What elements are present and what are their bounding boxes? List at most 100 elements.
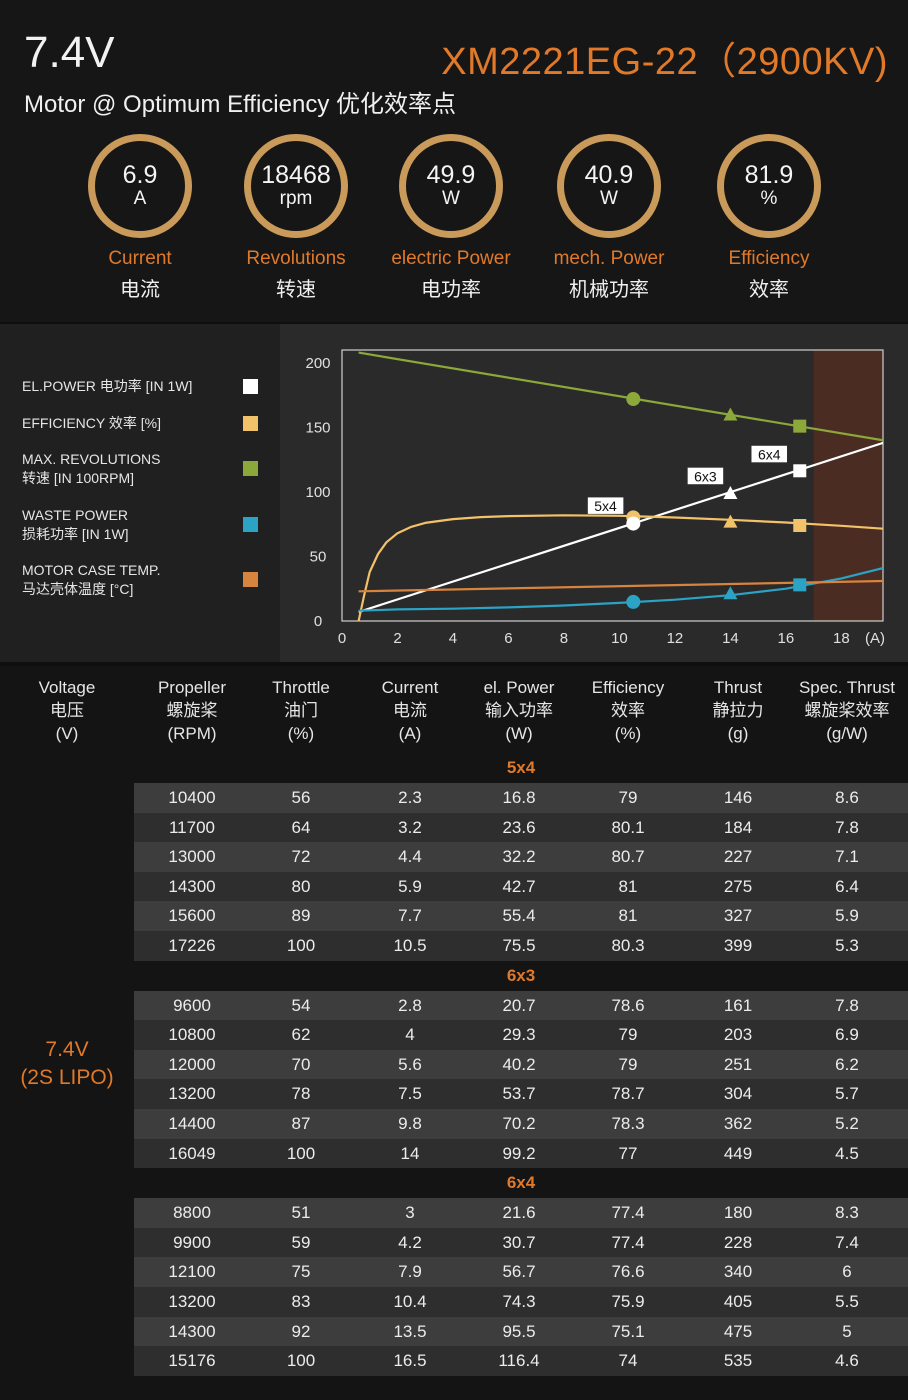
propeller-group-header: 6x4 — [134, 1168, 908, 1199]
column-header-unit: (V) — [55, 724, 79, 743]
table-cell: 116.4 — [498, 1351, 540, 1371]
column-header-cn: 电压 — [50, 701, 84, 720]
table-cell: 405 — [723, 1292, 753, 1311]
table-cell: 54 — [291, 995, 311, 1015]
table-cell: 7.8 — [835, 995, 859, 1015]
table-cell: 327 — [723, 906, 753, 926]
column-header-cn: 输入功率 — [485, 701, 553, 720]
marker-label-text: 6x4 — [758, 447, 781, 463]
table-cell: 5.2 — [835, 1114, 859, 1133]
table-cell: 227 — [723, 847, 753, 867]
table-cell: 14400 — [168, 1114, 216, 1133]
table-cell: 146 — [723, 788, 753, 807]
table-row: 8800 51 3 21.6 77.4 180 8.3 — [134, 1198, 908, 1228]
table-cell: 5 — [842, 1321, 852, 1341]
legend-label: EFFICIENCY 效率 [%] — [22, 415, 161, 431]
table-cell: 55.4 — [502, 906, 536, 926]
table-cell: 8.3 — [835, 1203, 859, 1223]
table-cell: 5.3 — [835, 936, 859, 955]
table-cell: 75.5 — [502, 936, 536, 955]
x-tick-label: 10 — [611, 630, 628, 647]
table-row: 17226 100 10.5 75.5 80.3 399 5.3 — [134, 931, 908, 961]
table-cell: 10800 — [168, 1025, 216, 1045]
table-cell: 80.7 — [611, 847, 645, 867]
chart-section: EL.POWER 电功率 [IN 1W] EFFICIENCY 效率 [%] M… — [0, 324, 908, 662]
metric-unit: W — [442, 188, 460, 209]
table-row: 13000 72 4.4 32.2 80.7 227 7.1 — [134, 842, 908, 872]
metric-label-cn: 效率 — [749, 279, 789, 301]
table-cell: 29.3 — [502, 1025, 536, 1045]
table-cell: 56 — [291, 788, 311, 807]
table-row: 9900 59 4.2 30.7 77.4 228 7.4 — [134, 1227, 908, 1258]
table-cell: 6.2 — [835, 1054, 859, 1074]
table-cell: 14300 — [168, 876, 216, 896]
table-cell: 7.5 — [398, 1084, 422, 1104]
column-header-unit: (RPM) — [167, 724, 217, 743]
column-header-cn: 电流 — [393, 701, 427, 720]
marker-5x4-waste_power — [626, 594, 641, 609]
column-header-unit: (%) — [614, 724, 642, 743]
marker-label-text: 6x3 — [694, 468, 717, 484]
x-tick-label: 16 — [778, 630, 795, 647]
metric-label-cn: 转速 — [276, 279, 316, 301]
table-cell: 62 — [291, 1025, 311, 1045]
table-cell: 399 — [723, 936, 753, 955]
table-cell: 449 — [723, 1143, 753, 1163]
table-cell: 11700 — [168, 817, 215, 837]
x-tick-label: 18 — [833, 630, 850, 647]
column-header-en: Current — [381, 678, 439, 697]
metric-unit: A — [133, 188, 147, 209]
metric-label-en: mech. Power — [553, 248, 665, 269]
table-cell: 16.5 — [393, 1351, 427, 1371]
table-row: 16049 100 14 99.2 77 449 4.5 — [134, 1138, 908, 1169]
table-cell: 32.2 — [502, 847, 536, 867]
table-row: 12100 75 7.9 56.7 76.6 340 6 — [134, 1257, 908, 1287]
subtitle: Motor @ Optimum Efficiency 优化效率点 — [24, 91, 456, 118]
table-row: 15600 89 7.7 55.4 81 327 5.9 — [134, 901, 908, 931]
table-cell: 9600 — [173, 995, 211, 1015]
table-cell: 42.7 — [502, 876, 536, 896]
table-cell: 78.7 — [611, 1084, 645, 1104]
table-cell: 77 — [618, 1143, 638, 1163]
table-cell: 16049 — [168, 1143, 216, 1163]
table-row: 12000 70 5.6 40.2 79 251 6.2 — [134, 1049, 908, 1080]
metric-label-en: Efficiency — [728, 248, 810, 269]
column-header-cn: 油门 — [284, 701, 318, 720]
plot-area: 0 2 4 6 8 10 12 14 16 18 (A) 0 50 100 150 200 5x4 6x3 6x4 — [280, 324, 908, 662]
table-cell: 10.4 — [393, 1292, 427, 1311]
table-cell: 304 — [723, 1084, 753, 1104]
table-cell: 78.3 — [611, 1114, 645, 1133]
table-cell: 75.9 — [611, 1292, 645, 1311]
table-cell: 13000 — [168, 847, 216, 867]
voltage-label-value: 7.4V — [45, 1038, 89, 1061]
legend-swatch — [243, 572, 258, 587]
table-cell: 16.8 — [502, 788, 536, 807]
table-cell: 100 — [286, 1351, 316, 1371]
metric-unit: % — [760, 188, 778, 209]
table-cell: 77.4 — [611, 1203, 645, 1223]
table-cell: 180 — [723, 1203, 753, 1223]
performance-chart: 0 2 4 6 8 10 12 14 16 18 (A) 0 50 100 150 200 5x4 6x3 6x4 — [305, 349, 885, 647]
table-row: 14300 80 5.9 42.7 81 275 6.4 — [134, 871, 908, 902]
y-tick-label: 0 — [314, 613, 322, 630]
table-cell: 89 — [291, 906, 311, 926]
metric-ring: 49.9 W — [399, 134, 503, 238]
metric-value: 81.9 — [744, 161, 794, 189]
table-cell: 75.1 — [611, 1321, 645, 1341]
metric-value: 40.9 — [584, 161, 634, 189]
legend-item-case-temp: MOTOR CASE TEMP. 马达壳体温度 [°C] — [22, 561, 258, 599]
table-cell: 15176 — [168, 1351, 216, 1371]
metric-unit: W — [600, 188, 618, 209]
table-cell: 251 — [723, 1054, 753, 1074]
column-header-en: Throttle — [272, 678, 330, 697]
table-cell: 79 — [618, 1054, 638, 1074]
x-tick-label: 0 — [338, 630, 346, 647]
y-tick-label: 50 — [310, 548, 327, 565]
column-header-cn: 静拉力 — [712, 701, 764, 720]
table-cell: 7.4 — [835, 1232, 859, 1252]
table-row: 13200 83 10.4 74.3 75.9 405 5.5 — [134, 1287, 908, 1317]
metric-revolutions: 18468 rpm Revolutions 转速 — [221, 134, 371, 302]
table-cell: 17226 — [168, 936, 216, 955]
column-header-en: Efficiency — [591, 678, 665, 697]
table-row: 14400 87 9.8 70.2 78.3 362 5.2 — [134, 1109, 908, 1139]
